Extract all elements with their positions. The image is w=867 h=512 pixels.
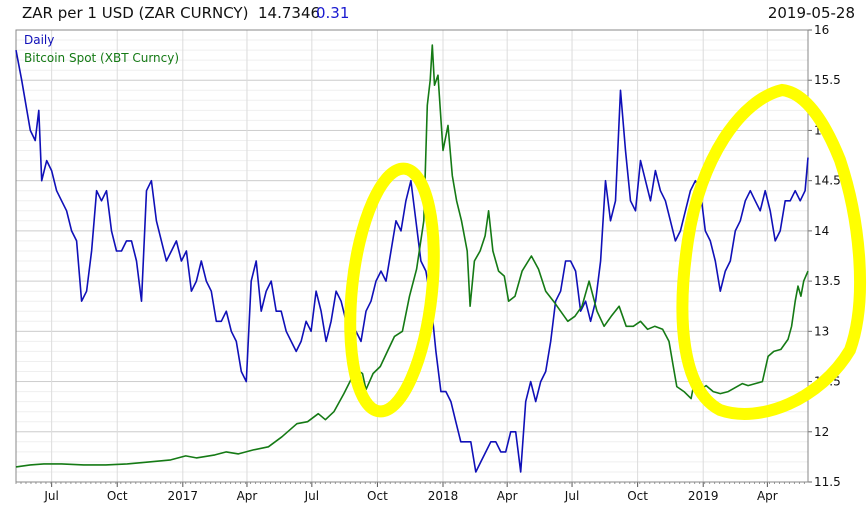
x-tick-label: 2017 bbox=[168, 489, 199, 503]
x-tick-label: 2018 bbox=[428, 489, 459, 503]
y-tick-label: 12 bbox=[814, 425, 829, 439]
legend: Daily Bitcoin Spot (XBT Curncy) bbox=[24, 33, 179, 65]
x-tick-label: Oct bbox=[107, 489, 128, 503]
x-tick-label: Apr bbox=[757, 489, 778, 503]
last-value: 14.7346 bbox=[258, 4, 321, 22]
highlight-layer bbox=[344, 83, 867, 420]
chart-title: ZAR per 1 USD (ZAR CURNCY) bbox=[22, 4, 249, 22]
x-tick-label: Apr bbox=[237, 489, 258, 503]
series-line-bitcoin bbox=[15, 44, 809, 468]
x-tick-label: 2019 bbox=[688, 489, 719, 503]
x-tick-label: Jul bbox=[304, 489, 319, 503]
x-tick-label: Jul bbox=[564, 489, 579, 503]
x-tick-label: Oct bbox=[367, 489, 388, 503]
series-line-daily bbox=[15, 49, 809, 473]
change-value: 0.31 bbox=[316, 4, 350, 22]
chart-date: 2019-05-28 bbox=[767, 4, 855, 22]
y-tick-label: 15.5 bbox=[814, 73, 841, 87]
x-tick-label: Apr bbox=[497, 489, 518, 503]
y-tick-label: 14 bbox=[814, 224, 829, 238]
series-layer bbox=[15, 44, 809, 473]
plot-frame bbox=[15, 29, 809, 483]
x-tick-label: Jul bbox=[43, 489, 58, 503]
y-tick-label: 13 bbox=[814, 324, 829, 338]
legend-daily: Daily bbox=[24, 33, 54, 47]
x-tick-label: Oct bbox=[627, 489, 648, 503]
y-tick-label: 11.5 bbox=[814, 475, 841, 489]
highlight-ellipse-2017 bbox=[344, 162, 440, 418]
y-tick-label: 14.5 bbox=[814, 174, 841, 188]
highlight-ellipse-2019 bbox=[676, 83, 867, 420]
legend-bitcoin: Bitcoin Spot (XBT Curncy) bbox=[24, 51, 179, 65]
y-tick-label: 13.5 bbox=[814, 274, 841, 288]
y-tick-label: 16 bbox=[814, 23, 829, 37]
chart-header: ZAR per 1 USD (ZAR CURNCY) 14.7346 0.31 … bbox=[0, 0, 867, 30]
